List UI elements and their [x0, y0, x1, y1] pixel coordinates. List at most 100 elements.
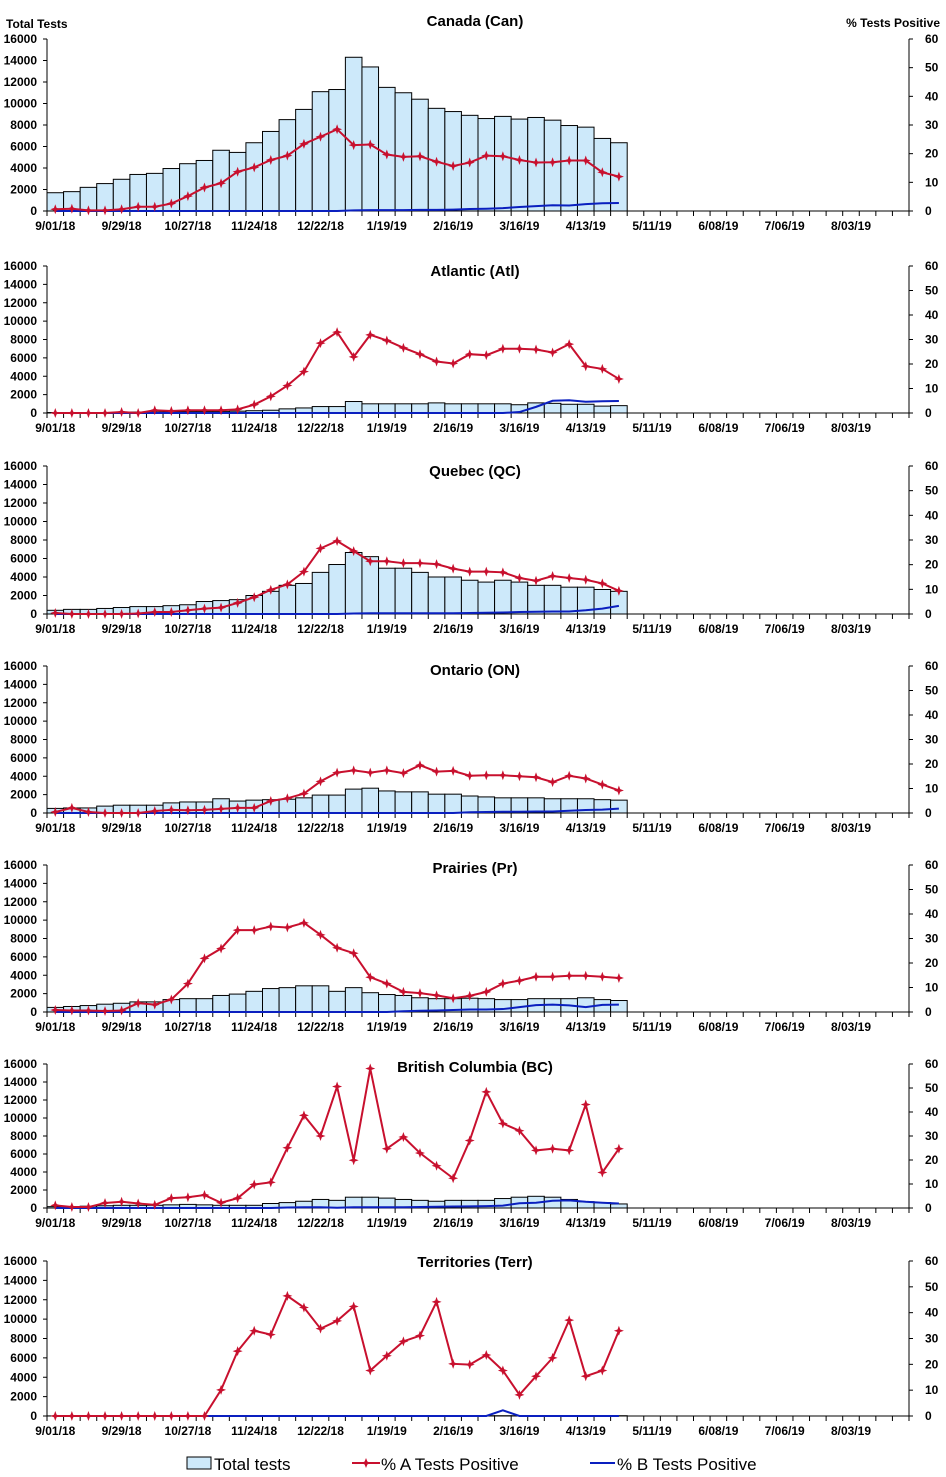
left-tick-label: 12000 [4, 895, 38, 909]
point-pct-a [398, 986, 409, 997]
bar-total-tests [543, 584, 562, 615]
point-pct-a [265, 795, 276, 806]
bar-total-tests [477, 796, 496, 814]
point-pct-a [464, 990, 475, 1001]
left-tick-label: 10000 [4, 314, 38, 328]
right-tick-label: 40 [925, 907, 939, 921]
x-tick-label: 9/01/18 [35, 1424, 75, 1438]
point-pct-a [83, 1202, 94, 1213]
point-pct-a [431, 559, 442, 570]
point-pct-a [481, 566, 492, 577]
right-tick-label: 30 [925, 1129, 939, 1143]
point-pct-a [348, 140, 359, 151]
bar-total-tests [228, 993, 247, 1013]
left-tick-label: 0 [30, 1005, 37, 1019]
x-tick-label: 10/27/18 [165, 1020, 212, 1034]
x-tick-label: 12/22/18 [297, 821, 344, 835]
x-tick-label: 2/16/19 [433, 1216, 473, 1230]
left-tick-label: 14000 [4, 54, 38, 68]
point-pct-a [431, 766, 442, 777]
point-pct-a [514, 343, 525, 354]
point-pct-a [66, 203, 77, 214]
left-tick-label: 4000 [10, 1165, 37, 1179]
left-tick-label: 14000 [4, 277, 38, 291]
left-tick-label: 10000 [4, 515, 38, 529]
point-pct-a [265, 1177, 276, 1188]
point-pct-a [597, 578, 608, 589]
point-pct-a [481, 1350, 492, 1361]
point-pct-a [166, 804, 177, 815]
right-tick-label: 0 [925, 607, 932, 621]
x-tick-label: 7/06/19 [765, 1424, 805, 1438]
point-pct-a [166, 1193, 177, 1204]
left-tick-label: 14000 [4, 1075, 38, 1089]
bar-total-tests [328, 794, 346, 814]
point-pct-a [100, 609, 111, 619]
legend-bar-swatch [186, 1456, 212, 1470]
left-tick-label: 8000 [10, 533, 37, 547]
point-pct-a [481, 350, 492, 361]
point-pct-a [431, 1160, 442, 1171]
panel-5: British Columbia (BC) 0 2000 4000 6000 8000 10… [4, 1057, 939, 1230]
right-tick-label: 50 [925, 883, 939, 897]
left-tick-label: 6000 [10, 1147, 37, 1161]
point-pct-a [315, 929, 326, 940]
point-pct-a [580, 155, 591, 166]
x-tick-label: 9/29/18 [102, 421, 142, 435]
x-tick-label: 2/16/19 [433, 219, 473, 233]
left-tick-label: 8000 [10, 733, 37, 747]
point-pct-a [249, 1325, 260, 1336]
left-tick-label: 6000 [10, 751, 37, 765]
point-pct-a [580, 574, 591, 585]
left-tick-label: 12000 [4, 696, 38, 710]
point-pct-a [365, 556, 376, 567]
point-pct-a [597, 971, 608, 982]
point-pct-a [580, 1099, 591, 1110]
point-pct-a [381, 149, 392, 160]
panel-0: Canada (Can) 0 2000 4000 6000 8000 10000 12000 1… [4, 13, 939, 233]
left-tick-label: 6000 [10, 140, 37, 154]
point-pct-a [116, 1005, 127, 1016]
point-pct-a [116, 1196, 127, 1207]
right-axis-title: % Tests Positive [846, 16, 940, 30]
point-pct-a [182, 1192, 193, 1203]
right-tick-label: 20 [925, 956, 939, 970]
bar-total-tests [262, 130, 280, 212]
x-tick-label: 12/22/18 [297, 421, 344, 435]
bar-total-tests [295, 582, 313, 615]
bar-total-tests [394, 994, 413, 1013]
point-pct-a [348, 546, 359, 557]
point-pct-a [414, 151, 425, 162]
point-pct-a [547, 971, 558, 982]
point-pct-a [149, 1199, 160, 1210]
bar-total-tests [394, 791, 413, 814]
x-tick-label: 7/06/19 [765, 421, 805, 435]
right-tick-label: 50 [925, 684, 939, 698]
point-pct-a [232, 1193, 243, 1204]
bar-total-tests [494, 579, 512, 615]
point-pct-a [232, 925, 243, 936]
point-pct-a [265, 921, 276, 932]
point-pct-a [298, 566, 309, 577]
x-tick-label: 9/29/18 [102, 1424, 142, 1438]
point-pct-a [597, 363, 608, 374]
bar-total-tests [494, 797, 512, 814]
point-pct-a [133, 201, 144, 212]
right-tick-label: 30 [925, 1332, 939, 1346]
left-tick-label: 16000 [4, 32, 38, 46]
left-tick-label: 10000 [4, 1312, 38, 1326]
panel-6: Territories (Terr) 0 2000 4000 6000 8000 10000… [4, 1254, 939, 1438]
right-tick-label: 30 [925, 533, 939, 547]
series-line-pct-b [55, 399, 619, 414]
right-tick-label: 60 [925, 32, 939, 46]
point-pct-a [315, 543, 326, 554]
point-pct-a [282, 579, 293, 590]
x-tick-label: 1/19/19 [367, 821, 407, 835]
right-tick-label: 50 [925, 1280, 939, 1294]
bar-total-tests [378, 994, 396, 1013]
x-tick-label: 9/29/18 [102, 219, 142, 233]
point-pct-a [166, 198, 177, 209]
point-pct-a [464, 157, 475, 168]
point-pct-a [216, 803, 227, 814]
